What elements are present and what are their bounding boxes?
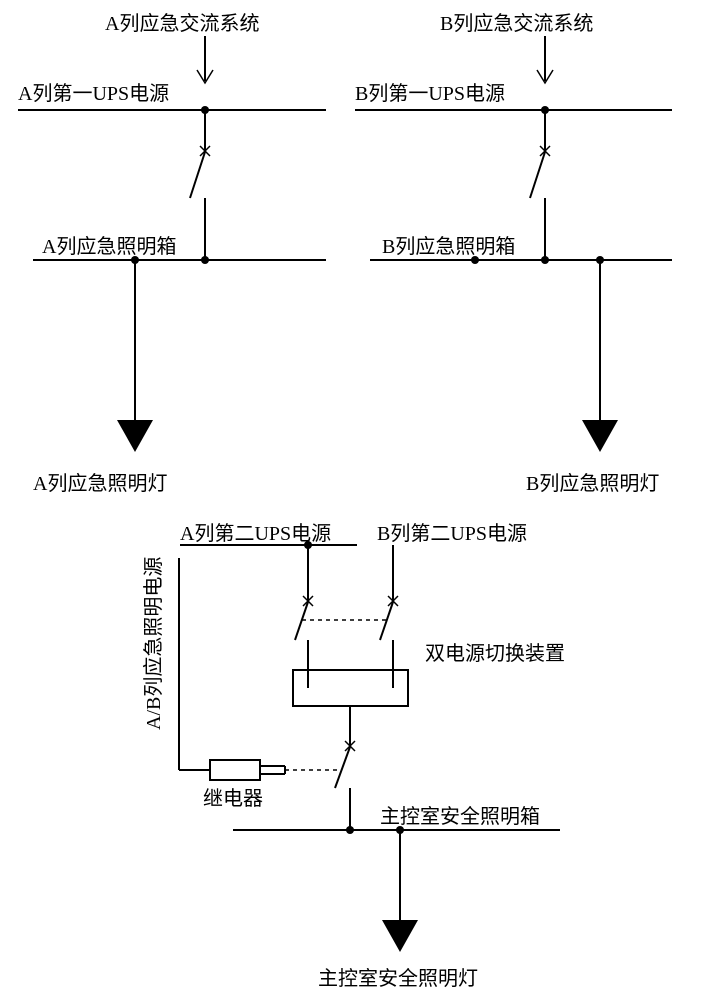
node-b-box-left [471, 256, 479, 264]
label-ats: 双电源切换装置 [425, 642, 565, 665]
relay-box [210, 760, 260, 780]
label-ab-source: A/B列应急照明电源 [142, 557, 165, 730]
arrow-safe-lamp [382, 920, 418, 952]
node-b-lamp [596, 256, 604, 264]
label-a-lamp: A列应急照明灯 [33, 472, 167, 495]
label-safe-lamp: 主控室安全照明灯 [318, 967, 478, 990]
label-a-ups1: A列第一UPS电源 [18, 82, 169, 105]
breaker-b-arm [530, 152, 545, 198]
contact-arm [335, 747, 350, 788]
node-safe-in [346, 826, 354, 834]
ats-b-arm [380, 602, 393, 640]
arrow-b-lamp [582, 420, 618, 452]
label-b-ups2: B列第二UPS电源 [377, 522, 527, 545]
label-a-box: A列应急照明箱 [42, 235, 176, 258]
label-b-box: B列应急照明箱 [382, 235, 515, 258]
arrow-a-lamp [117, 420, 153, 452]
node-a-box-right [201, 256, 209, 264]
node-a-ups2 [304, 541, 312, 549]
label-relay: 继电器 [203, 787, 263, 810]
label-b-lamp: B列应急照明灯 [526, 472, 659, 495]
breaker-a-arm [190, 152, 205, 198]
label-safe-box: 主控室安全照明箱 [380, 805, 540, 828]
node-b-box-right [541, 256, 549, 264]
ats-box [293, 670, 408, 706]
label-b-ups1: B列第一UPS电源 [355, 82, 505, 105]
label-a-emergency-ac-system: A列应急交流系统 [105, 12, 259, 35]
label-b-emergency-ac-system: B列应急交流系统 [440, 12, 593, 35]
ats-a-arm [295, 602, 308, 640]
